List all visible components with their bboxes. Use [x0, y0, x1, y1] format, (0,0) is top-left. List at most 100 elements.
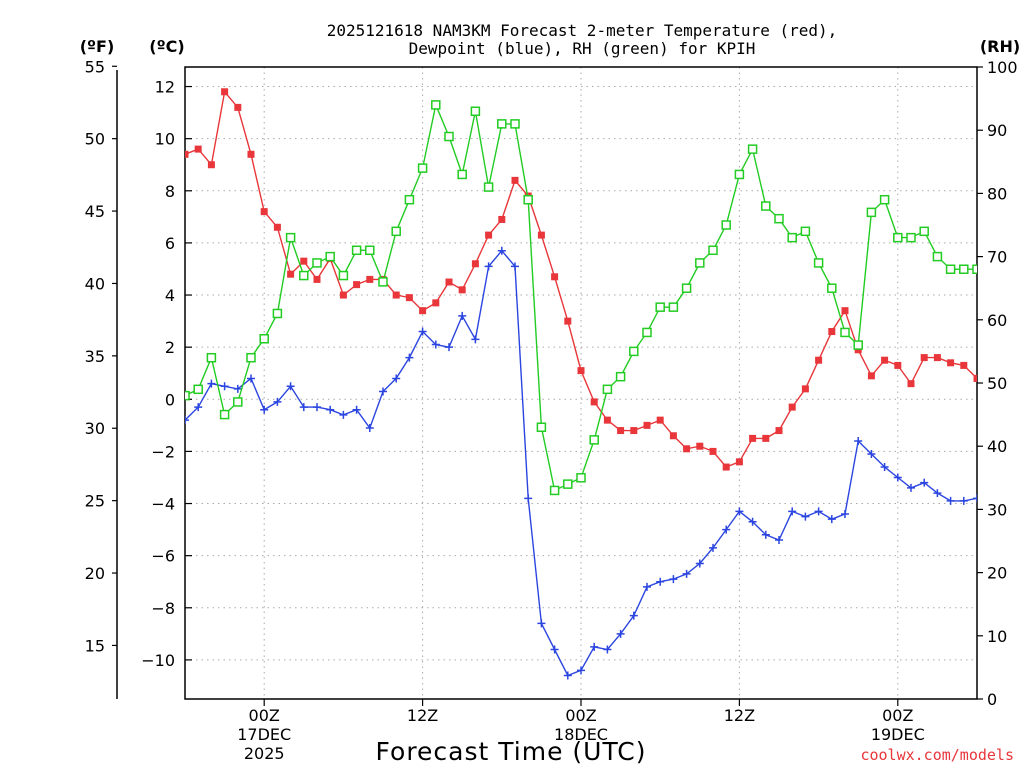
rh-point: [919, 226, 929, 237]
celsius-tick-label: 10: [155, 130, 175, 149]
fahrenheit-tick-label: 50: [85, 130, 105, 149]
dewpoint-point: [207, 379, 216, 388]
rh-unit-label: (RH): [980, 37, 1020, 56]
temperature-point: [313, 275, 321, 283]
temperature-point: [801, 385, 809, 393]
rh-point: [523, 194, 533, 205]
dewpoint-point: [299, 403, 308, 412]
dewpoint-point: [669, 575, 678, 584]
temperature-point: [511, 176, 519, 184]
fahrenheit-unit-label: (ºF): [80, 37, 115, 56]
celsius-tick-label: −10: [141, 651, 175, 670]
dewpoint-point: [656, 577, 665, 586]
rh-point: [840, 327, 850, 338]
rh-point: [695, 258, 705, 268]
rh-point: [681, 283, 692, 293]
chart-title-line1: 2025121618 NAM3KM Forecast 2-meter Tempe…: [327, 21, 838, 40]
rh-point: [391, 226, 401, 237]
rh-point: [945, 264, 956, 274]
temperature-point: [432, 299, 440, 307]
dewpoint-point: [233, 384, 242, 393]
temperature-point: [564, 317, 572, 325]
rh-point: [721, 220, 731, 230]
celsius-tick-label: 2: [165, 338, 175, 357]
dewpoint-point: [801, 512, 810, 521]
rh-tick-label: 0: [987, 690, 997, 709]
grid-lines: [185, 67, 977, 699]
celsius-tick-label: −6: [151, 547, 175, 566]
rh-tick-label: 60: [987, 311, 1007, 330]
rh-point: [774, 213, 784, 224]
rh-point: [642, 327, 652, 338]
dewpoint-point: [880, 463, 889, 472]
rh-point: [906, 232, 916, 243]
dewpoint-point: [893, 473, 902, 482]
rh-point: [193, 384, 203, 395]
temperature-point: [353, 281, 361, 289]
rh-tick-label: 50: [987, 374, 1007, 393]
dewpoint-point: [194, 403, 203, 412]
dewpoint-point: [867, 450, 876, 459]
rh-point: [431, 100, 441, 110]
dewpoint-point: [590, 642, 599, 651]
temperature-point: [947, 359, 955, 367]
rh-point: [246, 352, 256, 363]
chart-title-line2: Dewpoint (blue), RH (green) for KPIH: [409, 39, 756, 58]
dewpoint-point: [841, 509, 849, 518]
fahrenheit-tick-label: 40: [85, 274, 105, 293]
rh-point: [444, 131, 454, 142]
rh-tick-label: 70: [987, 248, 1007, 267]
temperature-point: [656, 416, 664, 424]
dewpoint-point: [273, 397, 282, 406]
dewpoint-point: [286, 382, 295, 391]
time-tick-label: 00Z: [882, 706, 913, 725]
temperature-point: [920, 354, 928, 362]
temperature-point: [683, 445, 691, 453]
temperature-point: [339, 291, 347, 299]
rh-line: [185, 102, 977, 492]
fahrenheit-tick-label: 15: [85, 636, 105, 655]
time-tick-label: 12Z: [407, 706, 438, 725]
dewpoint-point: [775, 536, 783, 545]
rh-point: [325, 251, 335, 262]
rh-point: [813, 258, 824, 268]
temperature-point: [722, 463, 730, 471]
dewpoint-point: [973, 494, 977, 503]
temperature-point: [537, 231, 545, 239]
date-tick-label: 17DEC: [237, 725, 291, 744]
dewpoint-point: [629, 611, 638, 620]
rh-point: [365, 245, 375, 256]
temperature-point: [194, 145, 202, 153]
dewpoint-point: [418, 327, 427, 336]
credit-label: coolwx.com/models: [860, 746, 1014, 764]
rh-point: [338, 270, 349, 281]
rh-point: [510, 119, 520, 129]
dewpoint-point: [458, 311, 467, 320]
dewpoint-point: [379, 387, 387, 396]
dewpoint-point: [735, 507, 744, 516]
temperature-point: [234, 103, 242, 111]
dewpoint-point: [907, 483, 915, 492]
time-tick-label: 12Z: [724, 706, 755, 725]
fahrenheit-tick-label: 45: [85, 202, 105, 221]
temperature-point: [498, 215, 506, 223]
temperature-point: [617, 427, 625, 435]
rh-point: [589, 435, 599, 445]
dewpoint-point: [603, 645, 612, 654]
dewpoint-point: [247, 374, 255, 383]
rh-point: [787, 232, 797, 243]
date-tick-label: 19DEC: [871, 725, 925, 744]
temperature-point: [260, 208, 268, 216]
rh-point: [483, 182, 494, 192]
rh-point: [206, 352, 217, 363]
time-tick-label: 00Z: [249, 706, 280, 725]
temperature-point: [458, 286, 466, 294]
rh-tick-label: 90: [987, 121, 1007, 140]
temperature-point: [960, 361, 968, 369]
dewpoint-point: [933, 489, 942, 498]
temperature-point: [788, 403, 796, 411]
dewpoint-point: [471, 335, 480, 344]
dewpoint-point: [946, 496, 955, 505]
